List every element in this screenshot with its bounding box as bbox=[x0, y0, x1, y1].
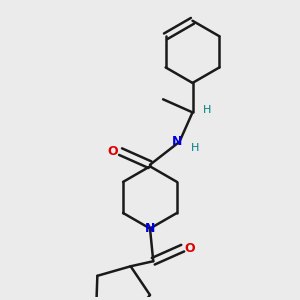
Text: N: N bbox=[172, 135, 182, 148]
Text: O: O bbox=[107, 145, 118, 158]
Text: O: O bbox=[184, 242, 195, 255]
Text: H: H bbox=[203, 105, 212, 115]
Text: H: H bbox=[191, 143, 199, 153]
Text: N: N bbox=[145, 222, 155, 235]
